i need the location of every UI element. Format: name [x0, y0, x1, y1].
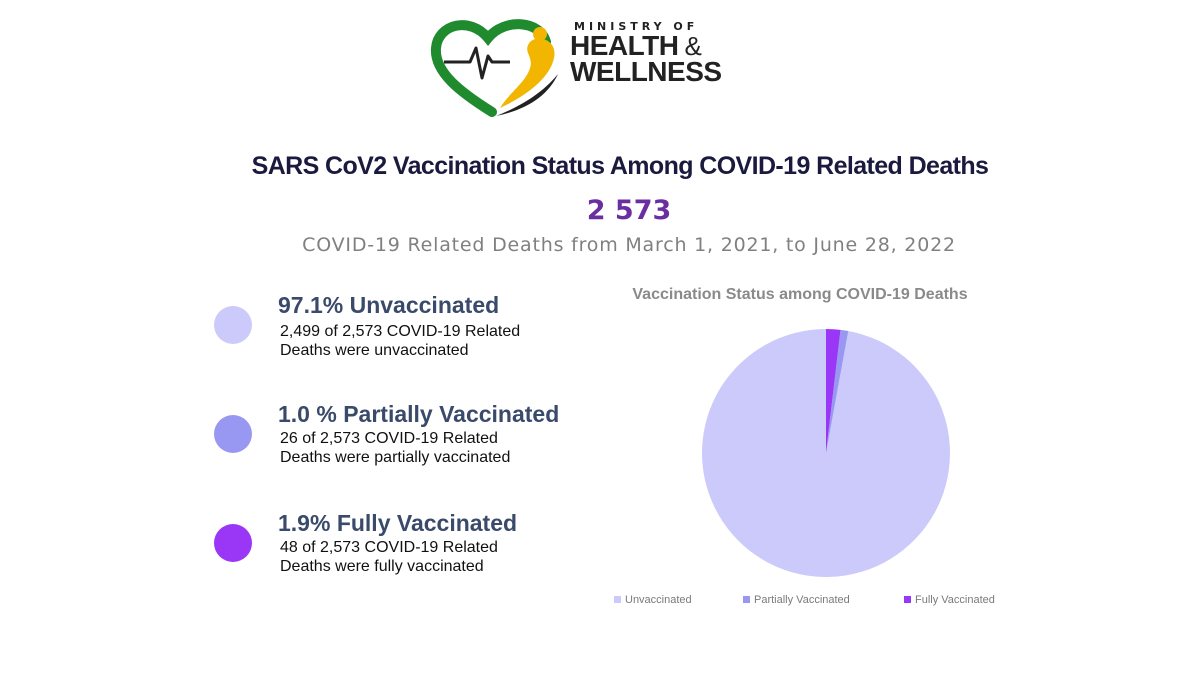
- stat-detail: Deaths were unvaccinated: [280, 342, 469, 359]
- pie-slice-fully-vaccinated: [826, 329, 841, 453]
- pie-slice-partially-vaccinated: [826, 329, 849, 453]
- ministry-logo: MINISTRY OF HEALTH & WELLNESS: [430, 12, 750, 120]
- legend-item-unvaccinated: Unvaccinated: [614, 594, 692, 606]
- logo-ministry-text: MINISTRY OF: [574, 20, 699, 33]
- fully-vaccinated-dot-icon: [214, 524, 252, 562]
- logo-health-text: HEALTH: [570, 30, 679, 61]
- logo-wellness-text: WELLNESS: [570, 56, 722, 87]
- legend-label: Unvaccinated: [625, 594, 692, 606]
- logo-text: MINISTRY OF HEALTH & WELLNESS: [570, 20, 722, 87]
- legend-swatch-icon: [614, 596, 621, 603]
- total-deaths: 2 573: [586, 195, 672, 226]
- chart-title: Vaccination Status among COVID-19 Deaths: [632, 286, 968, 303]
- stat-title: 1.9% Fully Vaccinated: [278, 510, 518, 536]
- stat-partially-vaccinated: 1.0 % Partially Vaccinated 26 of 2,573 C…: [214, 401, 614, 491]
- heart-logo-icon: [430, 19, 558, 117]
- stat-title: 1.0 % Partially Vaccinated: [278, 401, 560, 427]
- stat-fully-vaccinated: 1.9% Fully Vaccinated 48 of 2,573 COVID-…: [214, 510, 614, 600]
- stat-detail: 48 of 2,573 COVID-19 Related: [280, 539, 498, 556]
- legend-swatch-icon: [743, 596, 750, 603]
- stat-title: 97.1% Unvaccinated: [278, 292, 500, 318]
- legend-swatch-icon: [904, 596, 911, 603]
- stat-detail: 26 of 2,573 COVID-19 Related: [280, 430, 498, 447]
- unvaccinated-dot-icon: [214, 306, 252, 344]
- stat-detail: Deaths were fully vaccinated: [280, 558, 484, 575]
- pie-slice-unvaccinated: [701, 329, 950, 577]
- legend-label: Fully Vaccinated: [915, 594, 995, 606]
- page-subtitle: COVID-19 Related Deaths from March 1, 20…: [302, 234, 956, 256]
- legend-label: Partially Vaccinated: [754, 594, 850, 606]
- logo-amp-text: &: [684, 31, 702, 61]
- stat-detail: Deaths were partially vaccinated: [280, 449, 511, 466]
- logo-health-line: HEALTH &: [570, 30, 722, 61]
- page-title: SARS CoV2 Vaccination Status Among COVID…: [251, 152, 989, 180]
- legend-item-partially-vaccinated: Partially Vaccinated: [743, 594, 850, 606]
- partially-vaccinated-dot-icon: [214, 415, 252, 453]
- stat-detail: 2,499 of 2,573 COVID-19 Related: [280, 323, 521, 340]
- legend-item-fully-vaccinated: Fully Vaccinated: [904, 594, 995, 606]
- stat-unvaccinated: 97.1% Unvaccinated 2,499 of 2,573 COVID-…: [214, 292, 614, 382]
